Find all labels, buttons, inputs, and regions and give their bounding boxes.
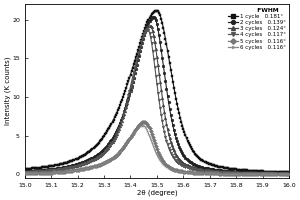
Legend: 1 cycle   0.181°, 2 cycles   0.139°, 3 cycles   0.124°, 4 cycles   0.117°, 5 cyc: 1 cycle 0.181°, 2 cycles 0.139°, 3 cycle… [227, 7, 286, 50]
Y-axis label: Intensity (K counts): Intensity (K counts) [4, 57, 11, 125]
X-axis label: 2θ (degree): 2θ (degree) [136, 189, 177, 196]
